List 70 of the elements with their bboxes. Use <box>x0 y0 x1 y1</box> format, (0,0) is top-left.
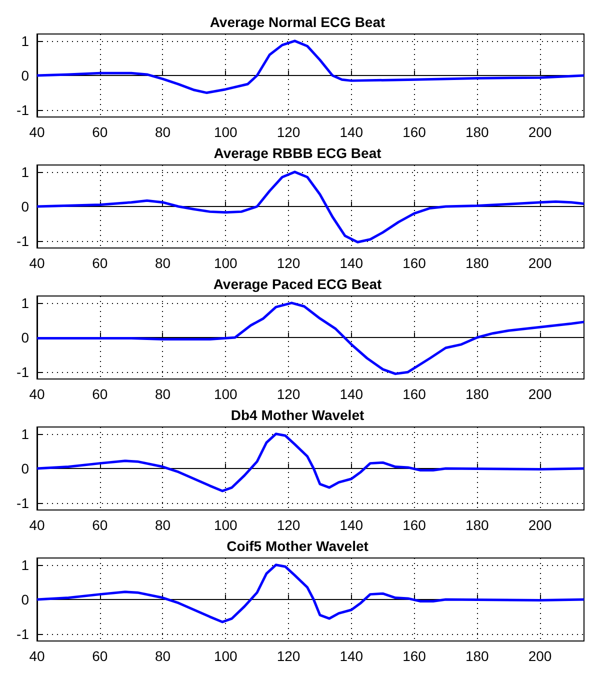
x-tick-label: 40 <box>29 386 45 402</box>
x-tick-label: 100 <box>214 386 238 402</box>
x-tick-label: 80 <box>154 386 171 402</box>
chart-title: Db4 Mother Wavelet <box>230 407 364 423</box>
x-tick-label: 140 <box>340 386 364 402</box>
line-series <box>36 170 586 244</box>
y-tick-label: 1 <box>21 294 30 311</box>
x-tick-label: 120 <box>276 124 300 140</box>
x-tick-label: 60 <box>92 386 108 402</box>
line-series <box>36 40 586 94</box>
x-tick-label: 80 <box>154 255 171 271</box>
x-tick-label: 200 <box>528 386 552 402</box>
x-tick-label: 100 <box>214 517 238 533</box>
chart-title: Average RBBB ECG Beat <box>214 145 382 161</box>
x-tick-label: 120 <box>276 386 300 402</box>
y-tick-label: 0 <box>21 68 30 84</box>
x-tick-label: 120 <box>276 648 300 664</box>
x-tick-label: 120 <box>276 517 300 533</box>
x-tick-label: 180 <box>465 517 490 533</box>
x-tick-label: 200 <box>528 124 552 140</box>
x-tick-label: 160 <box>402 648 426 664</box>
x-tick-label: 100 <box>214 648 238 664</box>
x-tick-label: 80 <box>154 648 171 664</box>
y-tick-label: -1 <box>16 626 30 642</box>
x-tick-label: 160 <box>402 517 426 533</box>
x-tick-label: 140 <box>340 517 364 533</box>
x-tick-label: 120 <box>276 255 300 271</box>
x-tick-label: 100 <box>214 255 238 271</box>
x-tick-label: 200 <box>528 517 552 533</box>
line-series <box>36 432 586 492</box>
line-series <box>36 302 586 376</box>
chart-title: Coif5 Mother Wavelet <box>226 538 369 554</box>
chart-title: Average Normal ECG Beat <box>210 14 386 30</box>
y-tick-label: -1 <box>16 233 30 250</box>
y-tick-label: 0 <box>21 330 30 346</box>
x-tick-label: 160 <box>402 255 426 271</box>
x-tick-label: 60 <box>92 124 108 140</box>
x-tick-label: 100 <box>214 124 238 140</box>
y-tick-label: -1 <box>16 495 30 512</box>
y-tick-label: -1 <box>16 364 30 380</box>
y-tick-label: -1 <box>16 102 30 118</box>
x-tick-label: 80 <box>154 124 171 140</box>
y-tick-label: 0 <box>21 592 30 608</box>
line-series <box>36 564 586 624</box>
x-tick-label: 140 <box>340 648 364 664</box>
x-tick-label: 80 <box>154 517 171 533</box>
y-tick-label: 0 <box>21 198 30 214</box>
x-tick-label: 160 <box>402 386 426 402</box>
x-tick-label: 40 <box>29 124 45 140</box>
y-tick-label: 1 <box>21 426 30 442</box>
x-tick-label: 40 <box>29 517 45 533</box>
x-tick-label: 60 <box>92 255 108 271</box>
chart-title: Average Paced ECG Beat <box>213 276 382 292</box>
x-tick-label: 180 <box>465 386 490 402</box>
y-tick-label: 1 <box>21 556 30 573</box>
x-tick-label: 180 <box>465 255 490 271</box>
x-tick-label: 40 <box>29 648 45 664</box>
x-tick-label: 200 <box>528 255 552 271</box>
x-tick-label: 60 <box>92 517 108 533</box>
x-tick-label: 200 <box>528 648 552 664</box>
x-tick-label: 60 <box>92 648 108 664</box>
y-tick-label: 1 <box>21 164 30 180</box>
x-tick-label: 180 <box>465 124 490 140</box>
x-tick-label: 180 <box>465 648 490 664</box>
x-tick-label: 160 <box>402 124 426 140</box>
y-tick-label: 1 <box>21 32 30 49</box>
x-tick-label: 140 <box>340 255 364 271</box>
x-tick-label: 140 <box>340 124 364 140</box>
x-tick-label: 40 <box>29 255 45 271</box>
y-tick-label: 0 <box>21 460 30 476</box>
